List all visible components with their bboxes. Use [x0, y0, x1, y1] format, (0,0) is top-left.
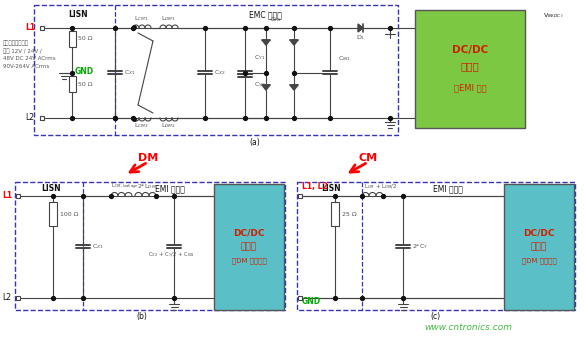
Text: D$_1$: D$_1$: [356, 34, 366, 42]
Text: L$_{DM2}$: L$_{DM2}$: [161, 122, 176, 130]
Text: DC/DC: DC/DC: [452, 45, 488, 55]
Bar: [298, 296, 302, 300]
Text: L$_{CM}$ + L$_{DM}$/2: L$_{CM}$ + L$_{DM}$/2: [364, 183, 397, 191]
Text: C$_{X2}$: C$_{X2}$: [214, 68, 226, 78]
Polygon shape: [290, 40, 298, 45]
Text: L1: L1: [25, 24, 35, 32]
Text: 25 Ω: 25 Ω: [342, 212, 357, 216]
Bar: [68, 76, 75, 92]
Text: L$_{CM, leakage}$: L$_{CM, leakage}$: [111, 182, 139, 192]
Text: 50 Ω: 50 Ω: [78, 82, 92, 87]
Text: EMI 滤波器: EMI 滤波器: [155, 184, 185, 193]
Text: www.cntronics.com: www.cntronics.com: [424, 323, 512, 332]
Text: C$_{Y1}$: C$_{Y1}$: [254, 54, 266, 62]
Bar: [415, 10, 525, 128]
Text: GND: GND: [75, 67, 94, 76]
Text: LISN: LISN: [68, 10, 88, 19]
Text: L2: L2: [26, 114, 35, 123]
Text: D$_{IN}$: D$_{IN}$: [270, 16, 281, 25]
Text: C$_{Y2}$: C$_{Y2}$: [254, 81, 266, 89]
Text: 2*C$_Y$: 2*C$_Y$: [412, 243, 428, 251]
Text: C$_{X1}$: C$_{X1}$: [92, 243, 104, 251]
Bar: [34, 5, 398, 135]
Text: EMI 滤波器: EMI 滤波器: [433, 184, 463, 193]
Text: L$_{DM1}$: L$_{DM1}$: [161, 14, 176, 24]
Text: 例如 12V / 24V /: 例如 12V / 24V /: [3, 48, 42, 54]
Text: 转换器: 转换器: [531, 243, 547, 251]
Text: L$_{CM1}$: L$_{CM1}$: [134, 14, 149, 24]
Polygon shape: [358, 24, 363, 32]
Bar: [298, 194, 302, 198]
Text: V$_{IN(DC)}$: V$_{IN(DC)}$: [543, 12, 563, 20]
Bar: [40, 26, 44, 30]
Text: GND: GND: [302, 298, 321, 306]
Bar: [297, 182, 575, 310]
Text: L1: L1: [2, 191, 12, 201]
Text: 48V DC 24V ACrms: 48V DC 24V ACrms: [3, 56, 56, 61]
Text: L1, L2: L1, L2: [302, 182, 328, 190]
Text: 转换器: 转换器: [460, 61, 479, 71]
Bar: [504, 184, 574, 310]
Text: (a): (a): [250, 139, 260, 148]
Bar: [49, 202, 57, 226]
Text: 50 Ω: 50 Ω: [78, 36, 92, 41]
Text: C$_{X2}$ + C$_Y$/2 + C$_{IN1}$: C$_{X2}$ + C$_Y$/2 + C$_{IN1}$: [148, 251, 195, 259]
Text: (b): (b): [136, 311, 147, 320]
Text: （DM 噪声源）: （DM 噪声源）: [232, 258, 266, 264]
Bar: [16, 194, 20, 198]
Text: C$_{X1}$: C$_{X1}$: [124, 68, 136, 78]
Polygon shape: [262, 40, 270, 45]
Text: CM: CM: [359, 153, 377, 163]
Text: 100 Ω: 100 Ω: [60, 212, 78, 216]
Text: 直流或交流输入，: 直流或交流输入，: [3, 40, 29, 45]
Bar: [214, 184, 284, 310]
Bar: [15, 182, 285, 310]
Text: L2: L2: [2, 294, 12, 303]
Text: DC/DC: DC/DC: [233, 228, 265, 238]
Text: （EMI 源）: （EMI 源）: [454, 84, 486, 92]
Polygon shape: [262, 85, 270, 90]
Text: 90V-264V ACrms: 90V-264V ACrms: [3, 64, 49, 69]
Bar: [331, 202, 339, 226]
Text: EMC 滤波器: EMC 滤波器: [249, 10, 281, 19]
Text: 2*L$_{DM}$: 2*L$_{DM}$: [137, 183, 157, 191]
Text: LISN: LISN: [321, 184, 341, 193]
Bar: [68, 31, 75, 47]
Text: DM: DM: [138, 153, 158, 163]
Polygon shape: [290, 85, 298, 90]
Text: C$_{IN1}$: C$_{IN1}$: [338, 55, 352, 63]
Text: (c): (c): [430, 311, 440, 320]
Text: 转换器: 转换器: [241, 243, 257, 251]
Text: LISN: LISN: [41, 184, 61, 193]
Bar: [16, 296, 20, 300]
Bar: [40, 116, 44, 120]
Text: DC/DC: DC/DC: [523, 228, 555, 238]
Text: （DM 噪声源）: （DM 噪声源）: [522, 258, 556, 264]
Text: L$_{CM2}$: L$_{CM2}$: [134, 122, 149, 130]
